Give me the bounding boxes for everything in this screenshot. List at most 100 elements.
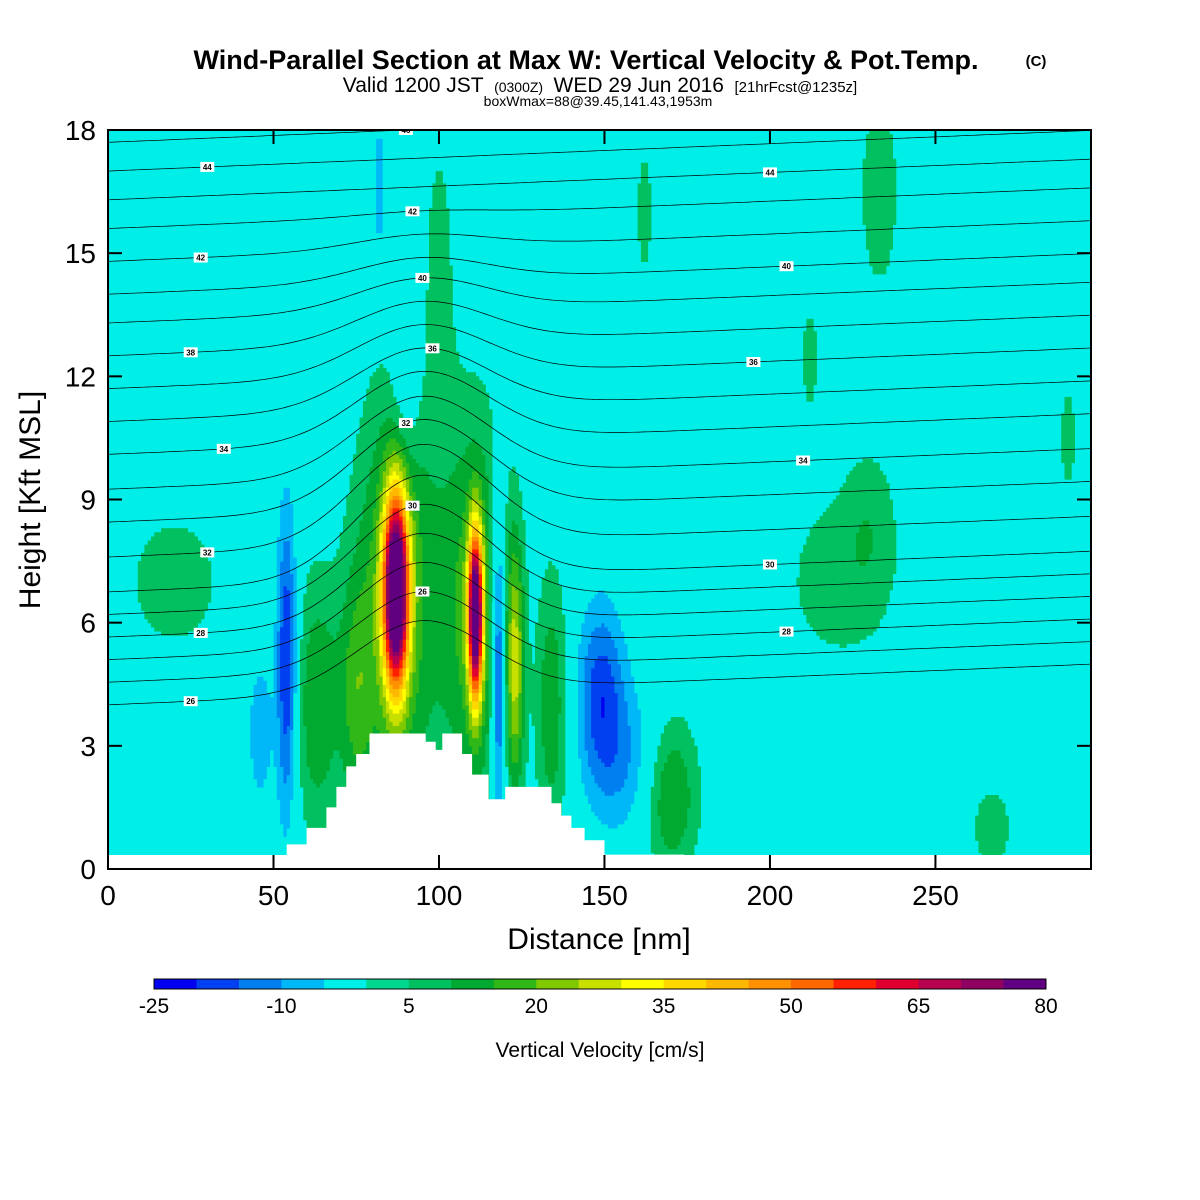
w-cell xyxy=(276,577,281,583)
w-cell xyxy=(161,614,165,620)
w-cell xyxy=(283,232,288,238)
w-cell xyxy=(147,593,152,599)
w-cell xyxy=(174,561,179,566)
w-cell xyxy=(339,622,344,628)
w-cell xyxy=(283,852,288,855)
w-cell xyxy=(260,832,265,837)
w-cell xyxy=(313,721,318,726)
w-cell xyxy=(283,171,288,176)
w-cell xyxy=(382,413,387,418)
w-cell xyxy=(376,557,380,562)
w-cell xyxy=(280,216,284,221)
w-cell xyxy=(369,536,374,542)
w-cell xyxy=(263,639,268,644)
w-cell xyxy=(280,474,284,480)
w-cell xyxy=(293,520,298,525)
w-cell xyxy=(270,310,275,316)
w-cell xyxy=(372,725,377,730)
w-cell xyxy=(154,585,159,591)
w-cell xyxy=(240,770,245,776)
w-cell xyxy=(369,158,374,164)
w-cell xyxy=(286,446,291,451)
w-cell xyxy=(362,417,367,423)
w-cell xyxy=(266,840,271,845)
w-cell xyxy=(362,741,367,747)
w-cell xyxy=(343,606,347,611)
w-cell xyxy=(283,688,288,694)
w-cell xyxy=(323,618,327,624)
w-cell xyxy=(379,175,384,180)
w-cell xyxy=(376,577,380,583)
w-cell xyxy=(309,807,314,813)
w-cell xyxy=(359,663,364,669)
w-cell xyxy=(356,602,361,607)
w-cell xyxy=(336,692,341,698)
w-cell xyxy=(372,598,377,603)
w-cell xyxy=(194,622,198,628)
w-cell xyxy=(300,413,304,418)
w-cell xyxy=(286,598,291,603)
w-cell xyxy=(366,446,371,451)
w-cell xyxy=(273,167,278,172)
w-cell xyxy=(280,158,284,164)
w-cell xyxy=(263,257,268,262)
w-cell xyxy=(286,401,291,406)
w-cell xyxy=(273,614,278,620)
w-cell xyxy=(346,655,351,661)
w-cell xyxy=(359,713,364,718)
w-cell xyxy=(359,470,364,476)
w-cell xyxy=(319,729,324,735)
w-cell xyxy=(273,552,278,558)
w-cell xyxy=(369,532,374,537)
w-cell xyxy=(352,762,357,767)
w-cell xyxy=(349,487,354,492)
w-cell xyxy=(343,622,347,628)
w-cell xyxy=(276,314,281,320)
w-cell xyxy=(276,565,281,570)
w-cell xyxy=(141,561,145,566)
w-cell xyxy=(369,376,374,381)
w-cell xyxy=(276,347,281,353)
w-cell xyxy=(184,577,188,583)
w-cell xyxy=(187,602,192,607)
w-cell xyxy=(382,466,387,472)
w-cell xyxy=(276,364,281,369)
w-cell xyxy=(346,680,351,685)
w-cell xyxy=(369,630,374,636)
w-cell xyxy=(333,651,337,657)
w-cell xyxy=(273,355,278,361)
w-cell xyxy=(352,671,357,677)
w-cell xyxy=(174,544,179,550)
w-cell xyxy=(263,807,268,813)
w-cell xyxy=(270,503,275,509)
w-cell xyxy=(240,861,244,866)
w-cell xyxy=(359,721,364,726)
w-cell xyxy=(293,585,298,591)
w-cell xyxy=(233,823,238,829)
w-cell xyxy=(290,466,294,472)
w-cell xyxy=(356,721,361,726)
w-cell xyxy=(382,154,387,160)
w-cell xyxy=(161,626,165,632)
w-cell xyxy=(303,786,308,792)
w-cell xyxy=(256,799,261,804)
w-cell xyxy=(343,774,347,780)
w-cell xyxy=(309,766,314,772)
w-cell xyxy=(260,861,264,866)
w-cell xyxy=(293,355,298,361)
w-cell xyxy=(349,569,354,574)
w-cell xyxy=(276,224,281,230)
w-cell xyxy=(287,861,291,866)
w-cell xyxy=(247,766,251,772)
w-cell xyxy=(280,343,284,349)
w-cell xyxy=(266,384,271,390)
w-cell xyxy=(283,167,288,172)
w-cell xyxy=(283,811,288,817)
w-cell xyxy=(147,557,152,562)
w-cell xyxy=(316,819,321,825)
w-cell xyxy=(276,167,281,172)
w-cell xyxy=(266,717,271,722)
w-cell xyxy=(280,532,284,537)
w-cell xyxy=(369,474,374,480)
w-cell xyxy=(290,524,294,529)
